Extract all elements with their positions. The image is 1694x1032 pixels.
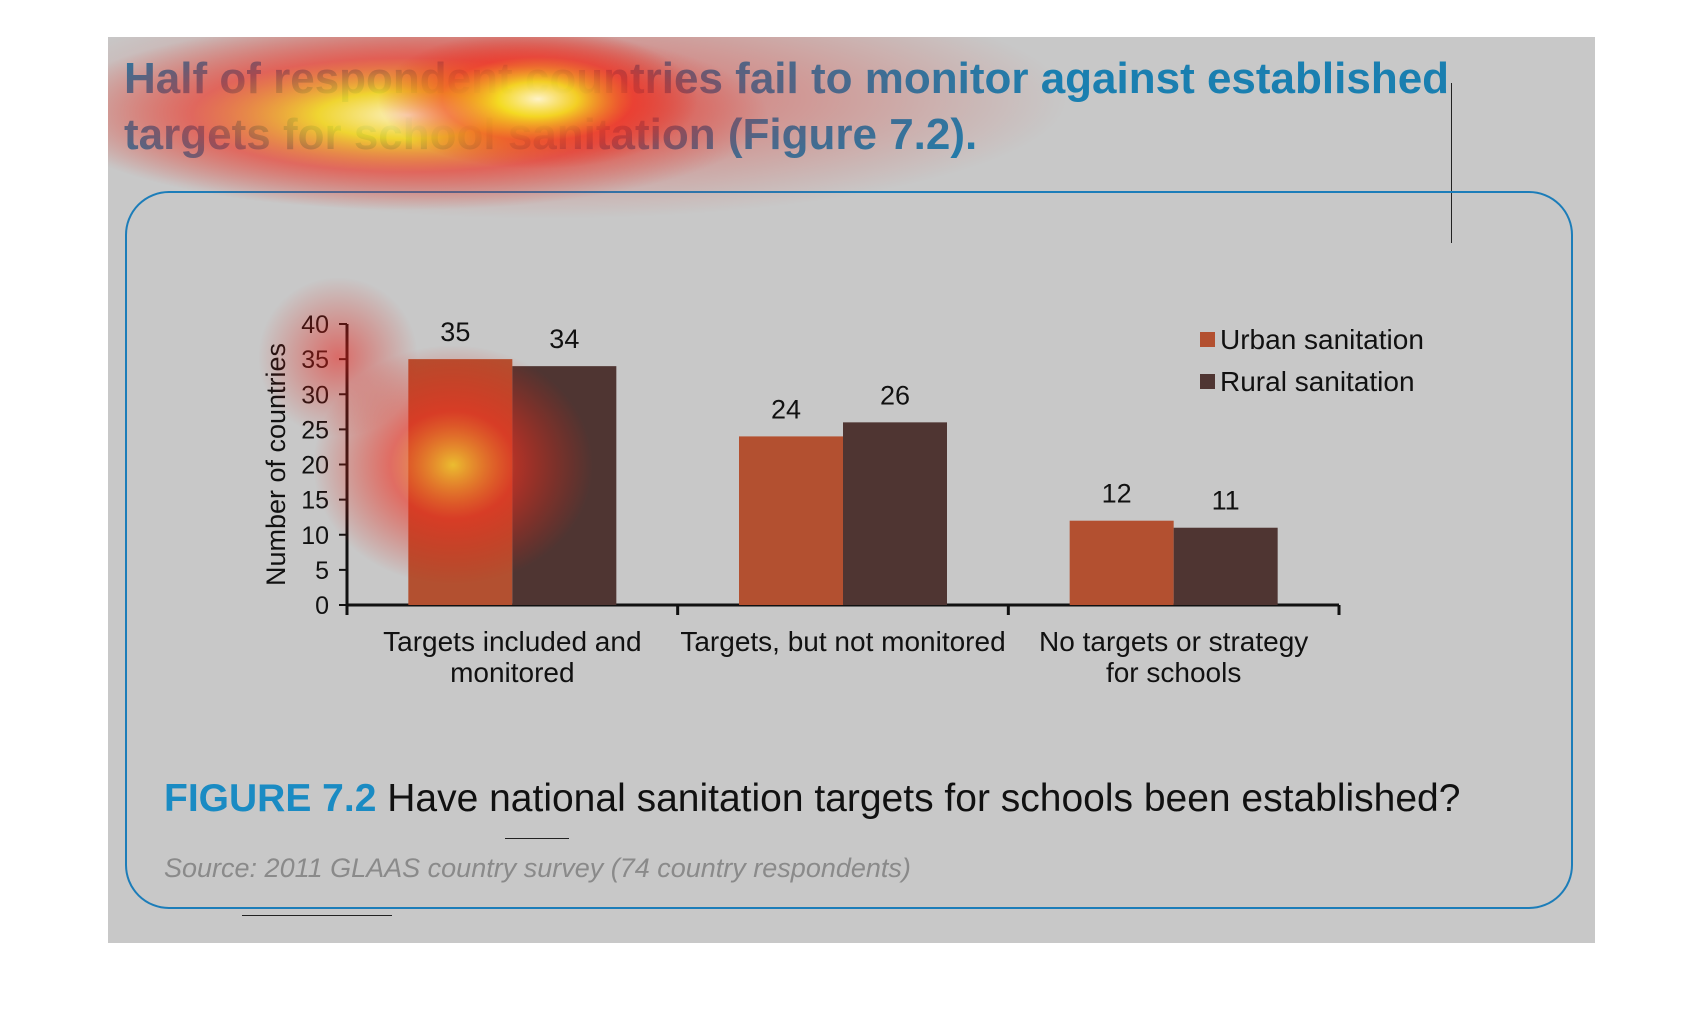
bar-rural	[1173, 527, 1278, 605]
legend-swatch	[1200, 332, 1215, 347]
y-axis-label: Number of countries	[261, 343, 291, 586]
y-tick-label: 25	[301, 416, 329, 444]
y-tick-label: 10	[301, 522, 329, 550]
data-label: 12	[1102, 479, 1132, 509]
data-label: 24	[771, 394, 801, 424]
figure-title: Have national sanitation targets for sch…	[387, 777, 1461, 820]
text-cursor	[1451, 83, 1452, 243]
figure-card: 0 5 10 15 20 25 30 35 40 Number of countries 35 34 T…	[125, 191, 1573, 909]
x-tick-label-line: for schools	[1106, 657, 1241, 688]
underline-mark	[242, 915, 392, 916]
bar-chart: 0 5 10 15 20 25 30 35 40 Number of countries 35 34 T…	[261, 311, 1424, 688]
bar-rural	[512, 366, 617, 605]
underline-mark	[505, 838, 569, 839]
y-tick-label: 0	[315, 592, 329, 620]
legend-swatch	[1200, 374, 1215, 389]
x-tick-label-line: Targets, but not monitored	[680, 626, 1005, 657]
data-label: 26	[880, 380, 910, 410]
bar-urban	[408, 359, 513, 605]
data-label: 11	[1212, 486, 1240, 516]
headline: Half of respondent countries fail to mon…	[124, 54, 1450, 159]
x-tick-label: Targets, but not monitored	[680, 626, 1005, 657]
figure-source: Source: 2011 GLAAS country survey (74 co…	[164, 853, 911, 883]
data-label: 34	[549, 324, 579, 354]
y-tick-label: 40	[301, 311, 329, 339]
x-tick-label-line: No targets or strategy	[1039, 626, 1308, 657]
x-tick-label-line: monitored	[450, 657, 575, 688]
bar-rural	[843, 422, 947, 605]
y-tick-label: 5	[315, 557, 329, 585]
bar-urban	[739, 436, 843, 605]
x-tick-label-line: Targets included and	[383, 626, 641, 657]
data-label: 35	[440, 317, 470, 347]
y-tick-label: 35	[301, 346, 329, 374]
legend-label: Urban sanitation	[1220, 324, 1424, 355]
figure-panel: Half of respondent countries fail to mon…	[108, 37, 1595, 943]
x-tick-label: No targets or strategy for schools	[1039, 626, 1308, 688]
figure-label: FIGURE 7.2	[164, 777, 377, 820]
figure-caption: FIGURE 7.2 Have national sanitation targ…	[164, 775, 1460, 823]
x-tick-label: Targets included and monitored	[383, 626, 641, 688]
legend-label: Rural sanitation	[1220, 366, 1415, 397]
y-tick-label: 30	[301, 381, 329, 409]
y-tick-label: 20	[301, 452, 329, 480]
y-tick-label: 15	[301, 487, 329, 515]
bar-urban	[1069, 520, 1174, 605]
